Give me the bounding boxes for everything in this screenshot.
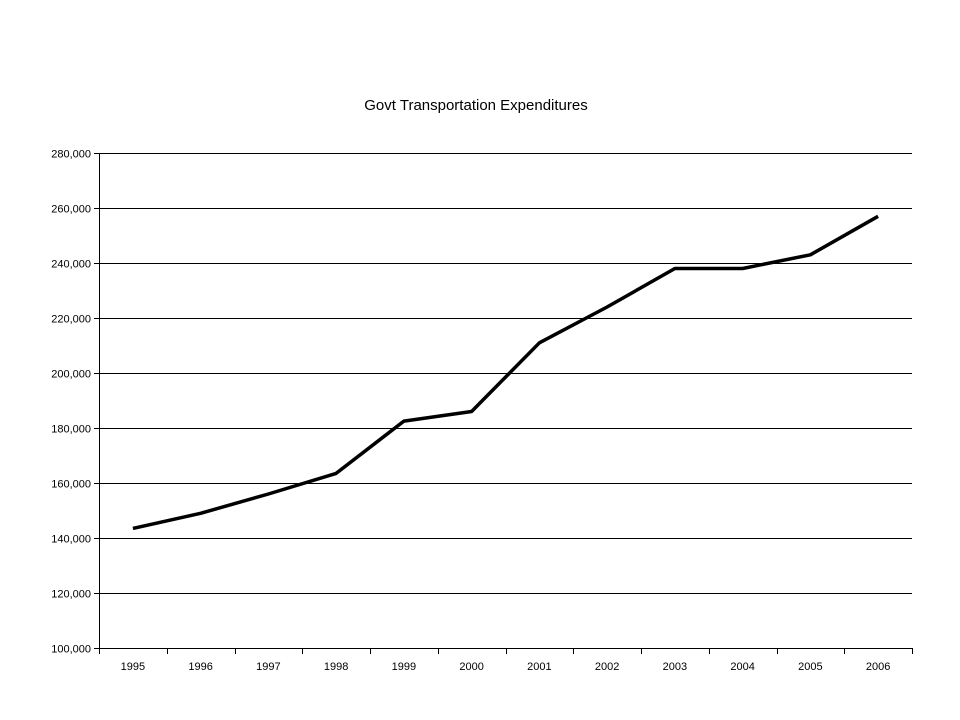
x-axis-tick-labels: 1995 1996 1997 1998 1999 2000 2001 2002 2003 2004… <box>121 661 891 673</box>
data-point <box>402 420 405 423</box>
x-tick-label: 2006 <box>866 661 890 673</box>
chart-title: Govt Transportation Expenditures <box>364 97 587 114</box>
x-tick-label: 1997 <box>256 661 280 673</box>
y-tick-label: 140,000 <box>51 534 91 546</box>
data-point <box>606 306 609 309</box>
y-tick-label: 260,000 <box>51 204 91 216</box>
y-tick-label: 160,000 <box>51 479 91 491</box>
data-point <box>470 410 473 413</box>
series-layer <box>131 214 880 531</box>
x-tick-label: 1996 <box>188 661 212 673</box>
x-tick-label: 1998 <box>324 661 348 673</box>
data-point <box>335 472 338 475</box>
y-tick-label: 200,000 <box>51 369 91 381</box>
axes <box>94 153 913 654</box>
x-tick-label: 2003 <box>663 661 687 673</box>
y-tick-label: 220,000 <box>51 314 91 326</box>
x-tick-label: 2001 <box>527 661 551 673</box>
x-tick-label: 2004 <box>730 661 754 673</box>
x-tick-label: 2005 <box>798 661 822 673</box>
x-tick-label: 2000 <box>459 661 483 673</box>
x-tick-label: 2002 <box>595 661 619 673</box>
y-tick-label: 240,000 <box>51 259 91 271</box>
y-tick-label: 180,000 <box>51 424 91 436</box>
data-point <box>538 341 541 344</box>
x-tick-label: 1999 <box>392 661 416 673</box>
y-tick-label: 100,000 <box>51 644 91 656</box>
data-point <box>741 267 744 270</box>
x-tick-label: 1995 <box>121 661 145 673</box>
data-point <box>267 493 270 496</box>
data-point <box>131 527 134 530</box>
y-tick-label: 280,000 <box>51 149 91 161</box>
gridlines <box>99 153 912 649</box>
data-point <box>809 253 812 256</box>
data-point <box>673 267 676 270</box>
y-tick-label: 120,000 <box>51 589 91 601</box>
data-point <box>199 512 202 515</box>
series-line <box>132 214 879 531</box>
data-point <box>877 215 880 218</box>
y-axis-tick-labels: 100,000 120,000 140,000 160,000 180,000 200,0… <box>51 149 91 656</box>
